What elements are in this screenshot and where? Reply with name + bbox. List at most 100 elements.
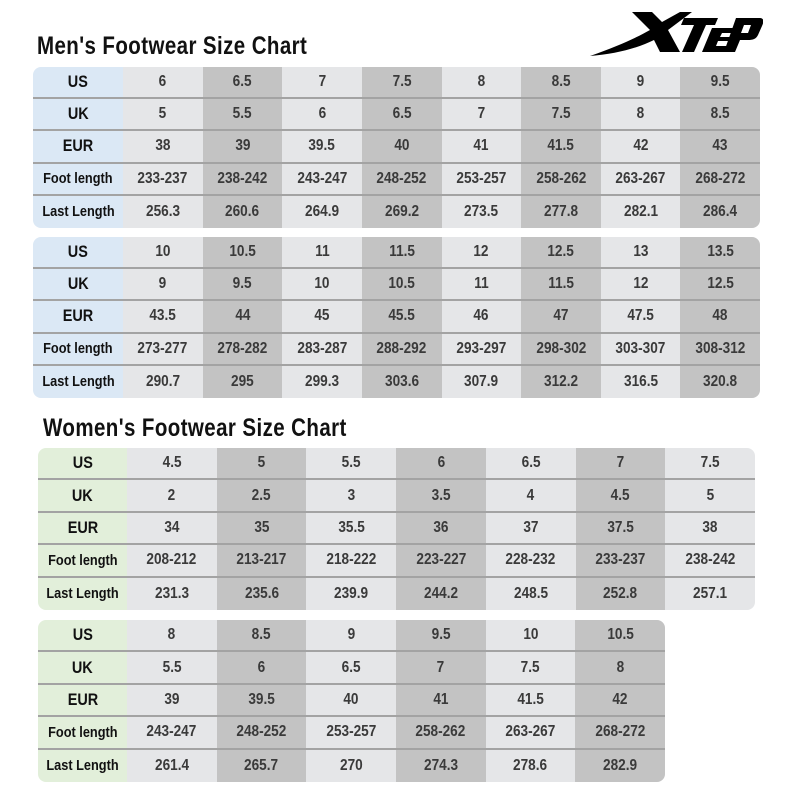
size-cell-eur: 37 xyxy=(485,512,576,546)
size-value: 5.5 xyxy=(341,454,361,472)
size-cell-us: 9.5 xyxy=(680,67,760,100)
size-value: 43 xyxy=(712,137,728,155)
size-value: 41.5 xyxy=(517,690,544,708)
row-label-text: US xyxy=(72,625,93,645)
size-cell-uk: 10 xyxy=(282,269,362,302)
size-cell-us: 6.5 xyxy=(202,67,283,100)
size-value: 312.2 xyxy=(543,372,578,390)
size-value: 38 xyxy=(155,137,171,155)
size-value: 40 xyxy=(394,137,410,155)
size-value: 45 xyxy=(314,307,330,325)
size-cell-last-length: 307.9 xyxy=(441,365,522,398)
size-cell-last-length: 270 xyxy=(306,749,396,782)
size-cell-eur: 35.5 xyxy=(306,512,397,546)
size-value: 7.5 xyxy=(700,454,720,472)
size-value: 7.5 xyxy=(521,658,540,676)
size-cell-us: 7.5 xyxy=(361,67,442,100)
size-value: 10.5 xyxy=(606,626,634,644)
size-value: 238-242 xyxy=(217,169,268,187)
size-cell-eur: 45.5 xyxy=(361,301,442,334)
row-label-text: US xyxy=(67,72,89,92)
size-value: 8.5 xyxy=(551,73,571,91)
size-value: 6.5 xyxy=(392,105,412,123)
row-label-uk: UK xyxy=(33,99,123,132)
size-value: 44 xyxy=(234,307,250,325)
size-value: 8 xyxy=(477,73,486,91)
size-cell-eur: 41.5 xyxy=(485,684,576,718)
row-label-uk: UK xyxy=(33,269,123,302)
size-value: 39 xyxy=(164,690,180,708)
size-cell-uk: 8 xyxy=(600,99,681,132)
size-value: 273.5 xyxy=(464,202,499,220)
size-value: 45.5 xyxy=(388,307,415,325)
size-value: 9 xyxy=(159,275,167,293)
size-value: 9.5 xyxy=(710,73,730,91)
size-cell-foot-length: 233-237 xyxy=(575,545,666,578)
size-value: 270 xyxy=(339,756,363,774)
size-cell-foot-length: 273-277 xyxy=(123,333,203,366)
row-label-text: Foot length xyxy=(43,170,113,188)
row-label-text: EUR xyxy=(62,136,94,156)
size-value: 13.5 xyxy=(706,243,734,261)
size-cell-us: 9.5 xyxy=(395,620,486,653)
size-value: 40 xyxy=(343,690,359,708)
size-value: 8 xyxy=(616,658,624,676)
size-value: 6.5 xyxy=(232,73,252,91)
size-cell-last-length: 269.2 xyxy=(361,195,442,228)
size-cell-eur: 39 xyxy=(202,131,283,164)
size-cell-last-length: 303.6 xyxy=(361,365,442,398)
size-value: 213-217 xyxy=(236,551,287,569)
row-label-last-length: Last Length xyxy=(33,365,123,398)
size-value: 218-222 xyxy=(326,551,377,569)
size-cell-last-length: 286.4 xyxy=(680,195,760,228)
size-value: 268-272 xyxy=(695,169,746,187)
size-value: 12.5 xyxy=(706,275,734,293)
size-value: 8 xyxy=(168,626,176,644)
row-label-text: Foot length xyxy=(43,340,113,358)
size-value: 39.5 xyxy=(308,137,336,155)
size-value: 260.6 xyxy=(225,202,260,220)
size-value: 8.5 xyxy=(252,626,271,644)
size-value: 258-262 xyxy=(415,723,466,741)
size-cell-foot-length: 238-242 xyxy=(665,545,755,578)
row-label-last-length: Last Length xyxy=(33,195,123,228)
size-value: 11.5 xyxy=(388,243,415,261)
size-cell-uk: 2 xyxy=(127,480,217,513)
size-cell-last-length: 278.6 xyxy=(485,749,576,782)
row-label-text: EUR xyxy=(67,689,98,709)
size-value: 34 xyxy=(164,518,180,536)
size-value: 231.3 xyxy=(154,584,189,602)
womens-size-table-1: US 4.5 5 5.5 6 6.5 7 7.5 UK 2 2.5 3 3.5 4 4.5 5 EUR 34 35 3… xyxy=(38,448,755,610)
size-value: 7 xyxy=(477,105,486,123)
womens-size-table-2: US 8 8.5 9 9.5 10 10.5 UK 5.5 6 6.5 7 7.5 8 EUR 39 39.5 4… xyxy=(38,620,665,782)
size-cell-foot-length: 248-252 xyxy=(216,717,307,750)
size-cell-foot-length: 253-257 xyxy=(306,717,396,750)
size-cell-eur: 45 xyxy=(282,301,362,334)
size-cell-eur: 38 xyxy=(123,131,203,164)
size-value: 273-277 xyxy=(137,339,188,357)
row-label-text: UK xyxy=(72,485,93,505)
row-label-text: US xyxy=(72,453,93,473)
size-cell-foot-length: 253-257 xyxy=(441,163,522,196)
size-value: 248-252 xyxy=(376,169,427,187)
size-value: 39 xyxy=(234,137,250,155)
row-label-text: Last Length xyxy=(46,585,119,603)
row-label-text: Last Length xyxy=(46,757,119,775)
size-cell-us: 9 xyxy=(600,67,681,100)
size-value: 256.3 xyxy=(145,202,180,220)
size-value: 12 xyxy=(632,275,649,293)
size-cell-uk: 6 xyxy=(282,99,362,132)
size-value: 268-272 xyxy=(595,723,646,741)
size-cell-foot-length: 243-247 xyxy=(282,163,362,196)
size-cell-us: 10.5 xyxy=(575,620,665,653)
size-value: 320.8 xyxy=(703,372,738,390)
size-value: 253-257 xyxy=(326,723,377,741)
size-value: 263-267 xyxy=(615,169,666,187)
size-value: 208-212 xyxy=(146,551,197,569)
row-label-text: Last Length xyxy=(41,203,115,221)
size-value: 6 xyxy=(318,105,326,123)
size-value: 4 xyxy=(526,486,535,504)
row-label-foot-length: Foot length xyxy=(33,333,123,366)
row-label-eur: EUR xyxy=(38,684,127,718)
size-cell-last-length: 252.8 xyxy=(575,577,666,610)
